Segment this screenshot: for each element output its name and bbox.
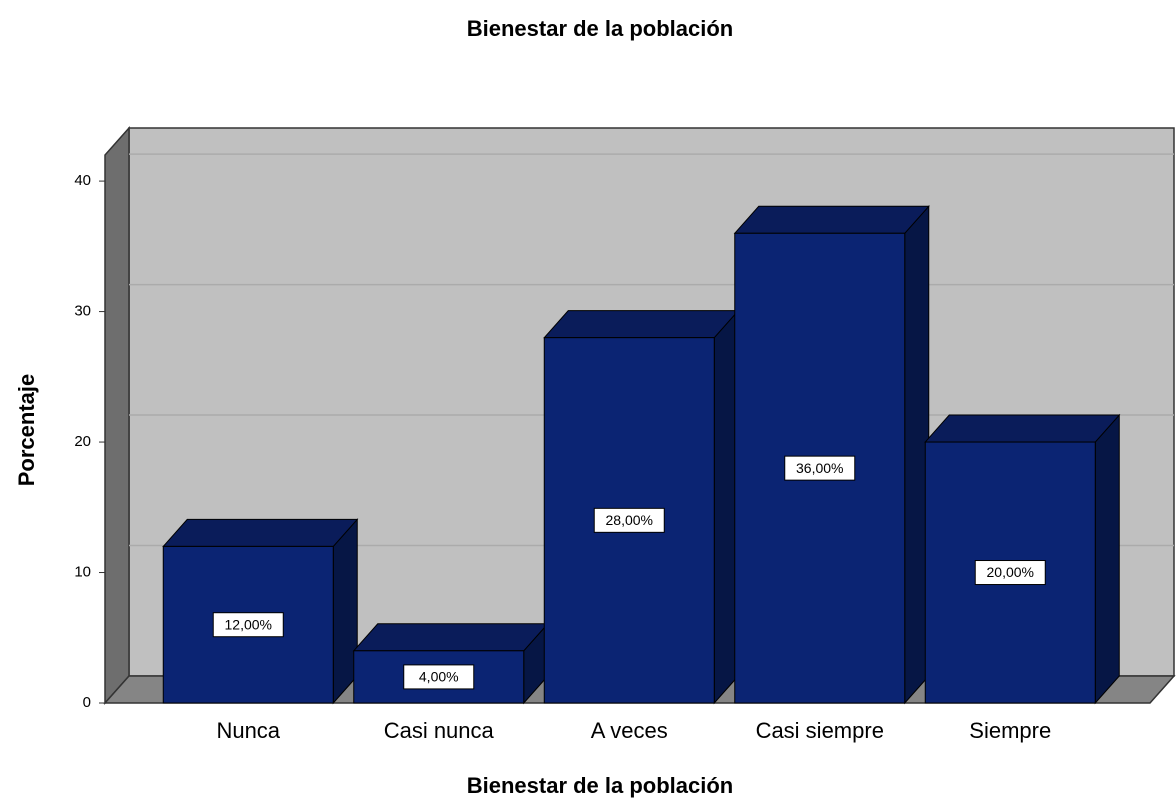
value-label-box <box>212 612 284 638</box>
bar-top <box>352 623 549 652</box>
y-tick-label: 0 <box>83 694 91 711</box>
y-tick-label: 40 <box>74 172 91 189</box>
value-label: 20,00% <box>987 564 1034 580</box>
y-tick-label: 30 <box>74 303 91 320</box>
x-tick-label: A veces <box>591 718 668 743</box>
y-tick-label: 10 <box>74 563 91 580</box>
side-wall <box>104 126 130 705</box>
value-label: 36,00% <box>796 460 843 476</box>
value-label-box <box>784 455 856 481</box>
bar-top <box>733 205 930 234</box>
value-label-box <box>593 507 665 533</box>
x-tick-label: Nunca <box>216 718 280 743</box>
x-tick-label: Casi siempre <box>756 718 884 743</box>
value-label: 28,00% <box>606 512 653 528</box>
x-axis-label: Bienestar de la población <box>467 773 734 798</box>
chart-title: Bienestar de la población <box>467 16 734 41</box>
y-tick-label: 20 <box>74 433 91 450</box>
value-label: 4,00% <box>419 669 459 685</box>
bar-top <box>924 414 1121 443</box>
bar-side <box>1094 413 1120 705</box>
value-label-box <box>974 560 1046 586</box>
value-label-box <box>403 664 475 690</box>
x-tick-label: Casi nunca <box>384 718 495 743</box>
bar-top <box>162 518 359 547</box>
bar-top <box>543 310 740 339</box>
y-axis-label: Porcentaje <box>14 374 39 487</box>
value-label: 12,00% <box>225 616 272 632</box>
x-tick-label: Siempre <box>969 718 1051 743</box>
